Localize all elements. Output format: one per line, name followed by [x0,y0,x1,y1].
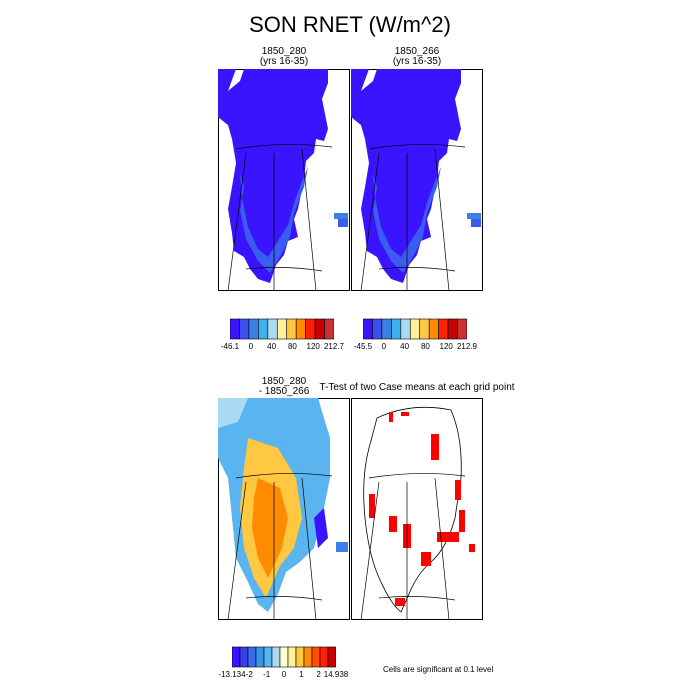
panel4-coastline [363,406,462,613]
colorbar-swatch [447,318,458,340]
colorbar-1 [230,318,334,340]
colorbar-swatch [295,318,306,340]
colorbar-tick-label: -2 [245,670,253,679]
panel4-title: T-Test of two Case means at each grid po… [319,382,515,393]
colorbar-tick-label: 14.938 [323,670,349,679]
panel3-graticule [227,473,333,620]
panel2-ellesmere-cells [467,213,481,219]
colorbar-tick-label: 2 [316,670,321,679]
panel1-title: 1850_280 (yrs 16-35) [218,47,350,67]
colorbar-swatch [438,318,449,340]
colorbar-tick-label: -1 [263,670,271,679]
panel1-graticule [227,144,333,291]
colorbar-2 [363,318,467,340]
colorbar-tick-label: 0 [381,342,387,351]
colorbar-tick-label: 1 [299,670,304,679]
panel3-lightblue-fill [218,398,248,428]
colorbar-swatch [409,318,421,340]
colorbar-tick-label: -13.134 [218,670,246,679]
colorbar-swatch [314,318,325,340]
panel3-map [218,398,350,620]
panel1-title-line2: (yrs 16-35) [259,56,309,67]
colorbar-swatch [271,646,281,668]
colorbar-swatch [279,646,289,668]
colorbar-swatch [267,318,278,340]
colorbar-swatch [311,646,321,668]
panel3-ellesmere-cells [336,542,348,552]
panel2-graticule [360,144,466,291]
panel3-darkblue-edge [314,508,328,548]
colorbar-tick-label: 40 [267,342,277,351]
panel3-title: 1850_280 - 1850_266 [228,377,340,397]
colorbar-tick-label: 120 [439,342,453,351]
colorbar-1-labels: -46.1 0 40 80 120 212.7 [218,342,350,354]
colorbar-swatch [230,318,240,340]
panel1-ellesmere-cells [334,213,348,219]
colorbar-swatch [287,646,297,668]
colorbar-swatch [319,646,329,668]
panel3-title-line1: 1850_280 [261,376,307,387]
colorbar-swatch [255,646,265,668]
panel1-map [218,69,350,291]
colorbar-tick-label: 40 [400,342,410,351]
panel4-map [351,398,483,620]
colorbar-swatch [363,318,373,340]
panel2-title: 1850_266 (yrs 16-35) [351,47,483,67]
colorbar-swatch [263,646,273,668]
colorbar-swatch [248,318,259,340]
colorbar-swatch [305,318,316,340]
colorbar-swatch [428,318,439,340]
colorbar-swatch [239,318,250,340]
panel3-orange-fill [252,478,288,578]
colorbar-swatch [381,318,392,340]
colorbar-swatch [232,646,241,668]
colorbar-tick-label: 0 [281,670,287,679]
colorbar-swatch [247,646,257,668]
figure-title: SON RNET (W/m^2) [249,12,451,37]
panel4-graticule [360,473,466,620]
colorbar-swatch [419,318,430,340]
panel3-title-line2: - 1850_266 [258,386,310,397]
colorbar-swatch [276,318,288,340]
colorbar-tick-label: 0 [248,342,254,351]
colorbar-tick-label: 80 [287,342,297,351]
colorbar-tick-label: 212.9 [456,342,478,351]
colorbar-2-labels: -45.5 0 40 80 120 212.9 [351,342,483,354]
colorbar-swatch [324,318,334,340]
colorbar-swatch [303,646,313,668]
colorbar-3-labels: -13.134 -2 -1 0 1 2 14.938 [218,670,350,682]
colorbar-tick-label: 212.7 [323,342,345,351]
colorbar-tick-label: -46.1 [220,342,240,351]
significance-note: Cells are significant at 0.1 level [383,665,494,674]
colorbar-3 [232,646,336,668]
colorbar-swatch [258,318,269,340]
colorbar-swatch [295,646,305,668]
colorbar-tick-label: 120 [306,342,320,351]
panel2-title-line2: (yrs 16-35) [392,56,442,67]
colorbar-tick-label: -45.5 [353,342,373,351]
colorbar-swatch [239,646,249,668]
colorbar-swatch [391,318,402,340]
panel2-title-line1: 1850_266 [394,46,440,57]
panel1-title-line1: 1850_280 [261,46,307,57]
colorbar-swatch [457,318,467,340]
colorbar-swatch [372,318,383,340]
panel2-map [351,69,483,291]
colorbar-swatch [327,646,336,668]
colorbar-tick-label: 80 [420,342,430,351]
colorbar-swatch [286,318,297,340]
colorbar-swatch [400,318,411,340]
